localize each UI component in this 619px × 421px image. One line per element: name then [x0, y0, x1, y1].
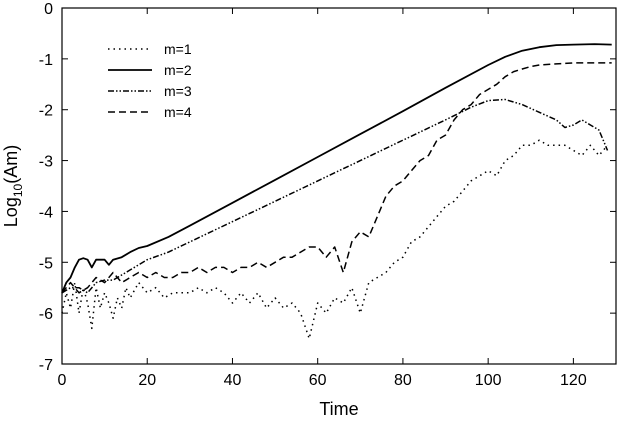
x-tick-label: 0 [58, 372, 67, 389]
series-layer [61, 43, 612, 340]
series-line-m4 [61, 62, 612, 294]
x-tick-label: 60 [309, 372, 327, 389]
y-tick-label: -5 [39, 255, 53, 272]
x-axis-title: Time [319, 399, 358, 419]
series-line-m3 [61, 98, 609, 294]
plot-frame [61, 7, 617, 365]
y-axis-title-subscript: 10 [11, 183, 25, 197]
y-tick-label: 0 [44, 1, 53, 18]
axis-ticks: 0 20 40 60 80 100 120 0 -1 -2 -3 -4 -5 -6 -7 [39, 1, 616, 389]
x-tick-label: 120 [560, 372, 587, 389]
legend-label: m=1 [164, 41, 192, 57]
y-tick-label: -4 [39, 204, 53, 221]
y-tick-label: -2 [39, 103, 53, 120]
y-axis-title-prefix: Log [1, 197, 21, 227]
legend: m=1 m=2 m=3 m=4 [108, 41, 192, 120]
y-tick-label: -6 [39, 306, 53, 323]
y-tick-label: -1 [39, 52, 53, 69]
x-tick-label: 100 [475, 372, 502, 389]
series-line-m2 [61, 43, 612, 294]
legend-label: m=2 [164, 62, 192, 78]
series-line-m1 [61, 139, 609, 340]
x-tick-label: 80 [394, 372, 412, 389]
legend-label: m=4 [164, 104, 192, 120]
y-tick-label: -3 [39, 154, 53, 171]
x-tick-label: 20 [138, 372, 156, 389]
y-tick-label: -7 [39, 357, 53, 374]
x-tick-label: 40 [224, 372, 242, 389]
y-axis-title: Log10(Am) [1, 145, 25, 227]
legend-label: m=3 [164, 83, 192, 99]
y-axis-title-suffix: (Am) [1, 145, 21, 184]
